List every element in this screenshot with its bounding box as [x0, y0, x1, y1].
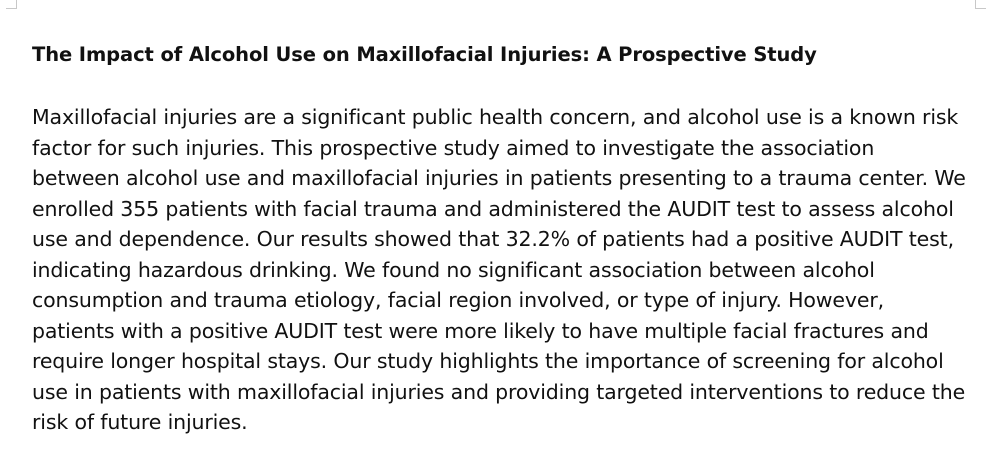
- document-title: The Impact of Alcohol Use on Maxillofaci…: [32, 43, 817, 66]
- page-corner-mark-left: [6, 0, 17, 9]
- document-content: The Impact of Alcohol Use on Maxillofaci…: [32, 40, 967, 438]
- page-corner-mark-right: [975, 0, 986, 9]
- abstract-paragraph: Maxillofacial injuries are a significant…: [32, 105, 966, 434]
